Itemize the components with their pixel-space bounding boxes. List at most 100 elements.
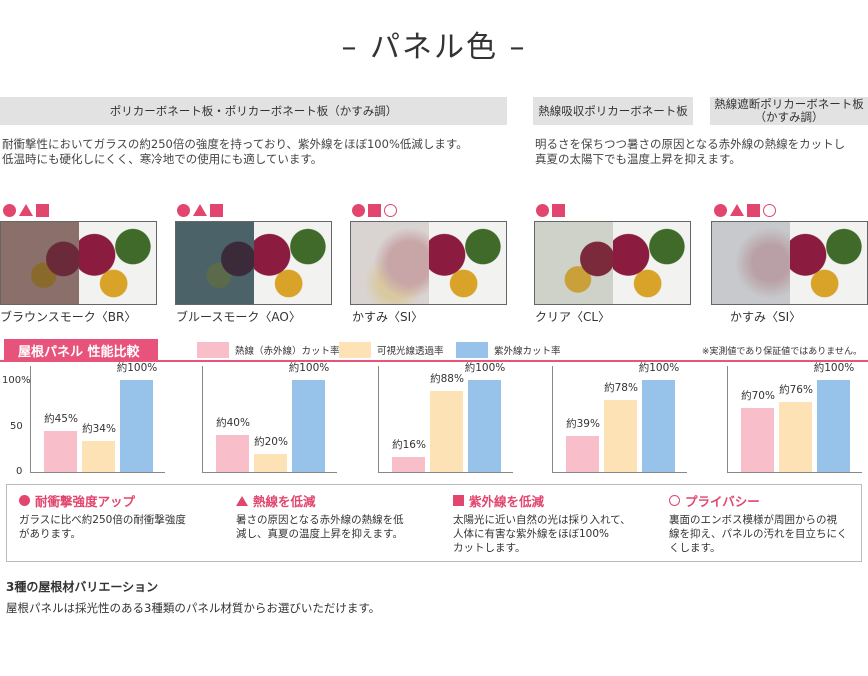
heat-triangle-icon	[193, 204, 207, 216]
y-axis	[552, 366, 553, 472]
feature-title: プライバシー	[685, 494, 760, 509]
bar	[566, 436, 599, 472]
panel-marks	[3, 203, 49, 217]
uv-square-icon	[368, 203, 381, 217]
legend-uv: 紫外線カット率	[456, 342, 561, 358]
feature-line: カットします。	[453, 542, 526, 554]
performance-divider	[0, 360, 868, 362]
chart-blue-smoke: 約40% 約20% 約100%	[202, 362, 337, 476]
header-polycarbonate: ポリカーボネート板・ポリカーボネート板（かすみ調）	[0, 97, 507, 125]
description-line: 低温時にも硬化しにくく、寒冷地での使用にも適しています。	[2, 152, 323, 166]
panel-photo-brown-smoke	[0, 221, 157, 305]
bar-value-label: 約76%	[779, 384, 813, 397]
bar-value-label: 約40%	[216, 417, 250, 430]
panel-photo-clear	[534, 221, 691, 305]
feature-title: 熱線を低減	[253, 494, 316, 509]
heat-triangle-icon	[19, 204, 33, 216]
privacy-circle-icon	[384, 203, 397, 217]
panel-marks	[536, 203, 565, 217]
legend-label: 紫外線カット率	[494, 346, 561, 357]
feature-line: 人体に有害な紫外線をほぼ100%	[453, 528, 610, 540]
description-polycarbonate: 耐衝撃性においてガラスの約250倍の強度を持っており、紫外線をほぼ100%低減し…	[2, 137, 522, 167]
bar-value-label: 約34%	[82, 422, 116, 435]
impact-circle-icon	[714, 203, 727, 217]
x-axis	[727, 472, 862, 473]
legend-label: 熱線（赤外線）カット率	[235, 346, 340, 357]
y-tick: 0	[16, 466, 23, 477]
feature-line: があります。	[19, 528, 81, 540]
feature-line: ガラスに比べ約250倍の耐衝撃強度	[19, 514, 186, 526]
bar-value-label: 約100%	[638, 362, 680, 374]
bar-value-label: 約16%	[392, 439, 426, 452]
description-line: 耐衝撃性においてガラスの約250倍の強度を持っており、紫外線をほぼ100%低減し…	[2, 137, 468, 151]
performance-title: 屋根パネル 性能比較	[4, 339, 158, 361]
legend-visible: 可視光線透過率	[339, 342, 444, 358]
y-axis	[30, 366, 31, 472]
legend-swatch	[197, 342, 229, 358]
panel-label: かすみ〈SI〉	[352, 310, 424, 324]
bar	[779, 402, 812, 472]
privacy-circle-icon	[763, 203, 776, 217]
description-line: 明るさを保ちつつ暑さの原因となる赤外線の熱線をカットし	[535, 137, 846, 151]
feature-line: 太陽光に近い自然の光は採り入れて、	[453, 514, 631, 526]
panel-photo-kasumi	[350, 221, 507, 305]
chart-kasumi-heat: 約70% 約76% 約100%	[727, 362, 862, 476]
uv-square-icon	[210, 203, 223, 217]
x-axis	[378, 472, 513, 473]
panel-photo-kasumi-heat	[711, 221, 868, 305]
x-axis	[552, 472, 687, 473]
feature-line: 暑さの原因となる赤外線の熱線を低	[236, 514, 404, 526]
page-title: – パネル色 –	[341, 30, 527, 65]
square-icon	[453, 495, 464, 506]
y-tick: 100%	[2, 375, 31, 386]
header-heat-blocking: 熱線遮断ポリカーボネート板（かすみ調）	[710, 97, 868, 125]
bar-value-label: 約78%	[604, 382, 638, 395]
bar-value-label: 約100%	[813, 362, 855, 374]
variation-heading: 3種の屋根材バリエーション	[6, 580, 159, 594]
legend-label: 可視光線透過率	[377, 346, 444, 357]
impact-circle-icon	[177, 203, 190, 217]
feature-line: 裏面のエンボス模様が周囲からの視	[669, 514, 837, 526]
panel-marks	[352, 203, 397, 217]
chart-brown-smoke: 約45% 約34% 約100%	[30, 362, 165, 476]
feature-line: くします。	[669, 542, 721, 554]
impact-circle-icon	[3, 203, 16, 217]
description-heat: 明るさを保ちつつ暑さの原因となる赤外線の熱線をカットし 真夏の太陽下でも温度上昇…	[535, 137, 868, 167]
impact-circle-icon	[352, 203, 365, 217]
circle-outline-icon	[669, 495, 680, 506]
panel-label: クリア〈CL〉	[535, 310, 611, 324]
heat-triangle-icon	[730, 204, 744, 216]
legend-swatch	[339, 342, 371, 358]
uv-square-icon	[747, 203, 760, 217]
uv-square-icon	[552, 203, 565, 217]
chart-clear: 約39% 約78% 約100%	[552, 362, 687, 476]
feature-privacy: プライバシー 裏面のエンボス模様が周囲からの視 線を抑え、パネルの汚れを目立ちに…	[669, 491, 847, 555]
bar-value-label: 約45%	[44, 412, 78, 425]
bar	[82, 440, 115, 472]
description-line: 真夏の太陽下でも温度上昇を抑えます。	[535, 152, 741, 166]
feature-line: 線を抑え、パネルの汚れを目立ちにく	[669, 528, 848, 540]
header-heat-absorbing: 熱線吸収ポリカーボネート板	[533, 97, 693, 125]
panel-label: ブラウンスモーク〈BR〉	[0, 310, 137, 324]
bar-value-label: 約39%	[566, 418, 600, 431]
bar	[292, 380, 325, 472]
feature-impact: 耐衝撃強度アップ ガラスに比べ約250倍の耐衝撃強度 があります。	[19, 491, 186, 541]
y-axis	[202, 366, 203, 472]
panel-marks	[177, 203, 223, 217]
panel-marks	[714, 203, 776, 217]
bar-value-label: 約88%	[430, 373, 464, 386]
feature-uv: 紫外線を低減 太陽光に近い自然の光は採り入れて、 人体に有害な紫外線をほぼ100…	[453, 491, 631, 555]
bar-value-label: 約20%	[254, 435, 288, 448]
y-tick: 50	[10, 421, 23, 432]
panel-photo-blue-smoke	[175, 221, 332, 305]
bar	[216, 435, 249, 472]
chart-kasumi: 約16% 約88% 約100%	[378, 362, 513, 476]
legend-swatch	[456, 342, 488, 358]
bar	[120, 380, 153, 472]
triangle-icon	[236, 495, 248, 506]
bar-value-label: 約70%	[741, 389, 775, 402]
y-axis	[727, 366, 728, 472]
uv-square-icon	[36, 203, 49, 217]
legend-heat: 熱線（赤外線）カット率	[197, 342, 340, 358]
feature-line: 減し、真夏の温度上昇を抑えます。	[236, 528, 403, 540]
